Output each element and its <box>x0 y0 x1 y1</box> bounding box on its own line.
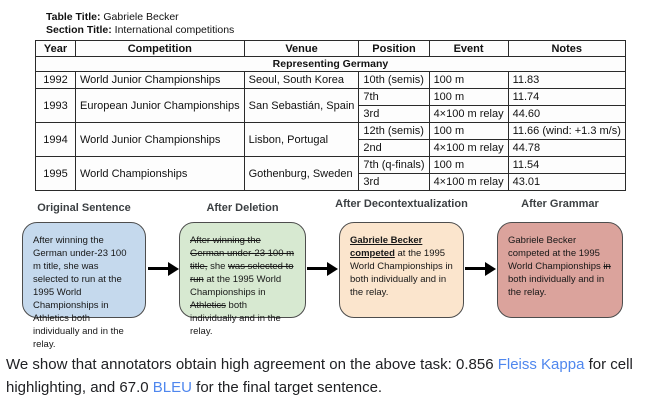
table-row-highlighted: 1995 World Championships Gothenburg, Swe… <box>35 156 626 191</box>
table-row-highlighted: 3rd 4×100 m relay 43.01 <box>36 173 626 191</box>
section-title-value: International competitions <box>114 23 235 36</box>
cell-position: 3rd <box>358 173 430 191</box>
cell-venue: Seoul, South Korea <box>243 71 360 89</box>
cell-event-highlighted: 100 m <box>428 156 509 174</box>
competitions-table: Year Competition Venue Position Event No… <box>35 40 626 191</box>
group-header-cell: Representing Germany <box>35 56 626 72</box>
cell-event: 100 m <box>428 88 509 106</box>
cell-position: 3rd <box>358 105 430 123</box>
table-titles: Table Title: Gabriele Becker Section Tit… <box>46 11 234 36</box>
cell-event: 100 m <box>428 122 509 140</box>
cell-notes: 11.74 <box>507 88 626 106</box>
after-grammar-box: Gabriele Becker competed at the 1995 Wor… <box>497 222 623 318</box>
arrow-right-icon <box>465 261 496 276</box>
cell-position: 2nd <box>358 139 430 157</box>
cell-position: 12th (semis) <box>358 122 430 140</box>
column-header-competition: Competition <box>75 40 245 57</box>
caption-link[interactable]: BLEU <box>152 378 192 396</box>
cell-notes: 43.01 <box>507 173 626 191</box>
text-segment: both individually and in the relay. <box>508 274 605 298</box>
cell-position: 10th (semis) <box>358 71 430 89</box>
arrow-right-icon <box>148 261 179 276</box>
stage-label: After Deletion <box>206 202 279 214</box>
text-segment: at the 1995 World Championships in both … <box>350 248 453 298</box>
column-header-position: Position <box>358 40 430 57</box>
cell-venue: San Sebastián, Spain <box>243 88 360 123</box>
text-segment: Gabriele Becker competed <box>350 235 423 259</box>
cell-competition-highlighted: World Championships <box>75 156 245 191</box>
cell-competition: World Junior Championships <box>75 122 245 157</box>
table-row: 2nd 4×100 m relay 44.78 <box>36 139 626 157</box>
column-header-notes: Notes <box>507 40 626 57</box>
cell-event: 100 m <box>428 71 509 89</box>
arrow-right-icon <box>307 261 338 276</box>
cell-venue: Gothenburg, Sweden <box>243 156 360 191</box>
cell-competition: World Junior Championships <box>75 71 245 89</box>
text-segment: was selected to run <box>190 261 294 285</box>
column-header-event: Event <box>428 40 509 57</box>
text-segment: she <box>207 261 229 272</box>
table-title-line: Table Title: Gabriele Becker <box>46 11 234 24</box>
text-segment: for the final target sentence. <box>191 378 383 396</box>
cell-year: 1992 <box>35 71 76 89</box>
cell-year: 1994 <box>35 122 76 157</box>
text-segment: Gabriele Becker competed at the 1995 Wor… <box>508 235 600 272</box>
table-header-row: Year Competition Venue Position Event No… <box>35 40 626 57</box>
after-decontextualization-box: Gabriele Becker competed at the 1995 Wor… <box>339 222 464 318</box>
text-segment: After winning the German under-23 100 m … <box>33 235 127 350</box>
table-row: 1992 World Junior Championships Seoul, S… <box>35 71 626 89</box>
cell-event-highlighted: 4×100 m relay <box>428 173 509 191</box>
cell-event: 4×100 m relay <box>428 105 509 123</box>
column-header-year: Year <box>35 40 76 57</box>
table-row: 1993 European Junior Championships San S… <box>35 88 626 123</box>
text-segment: Athletics <box>190 300 226 311</box>
text-segment: in <box>603 261 611 272</box>
cell-position: 7th <box>358 88 430 106</box>
cell-notes: 44.60 <box>507 105 626 123</box>
table-row: 1994 World Junior Championships Lisbon, … <box>35 122 626 157</box>
text-segment: After winning the German under-23 100 m … <box>190 235 295 272</box>
cell-notes: 11.54 <box>507 156 626 174</box>
cell-year-highlighted: 1995 <box>35 156 76 191</box>
text-segment: Championships <box>535 261 604 272</box>
stage-label: After Grammar <box>521 198 599 210</box>
cell-venue: Lisbon, Portugal <box>243 122 360 157</box>
section-title-line: Section Title: International competition… <box>46 24 234 37</box>
caption-link[interactable]: Fleiss Kappa <box>497 356 585 373</box>
text-segment: We show that annotators obtain high agre… <box>6 356 498 373</box>
original-sentence-box: After winning the German under-23 100 m … <box>22 222 146 350</box>
cell-notes: 44.78 <box>507 139 626 157</box>
cell-competition: European Junior Championships <box>75 88 245 123</box>
table-row: 3rd 4×100 m relay 44.60 <box>36 105 626 123</box>
figure-caption: We show that annotators obtain high agre… <box>6 354 646 399</box>
stage-label: Original Sentence <box>37 202 131 214</box>
table-title-value: Gabriele Becker <box>103 11 179 23</box>
text-segment: for cell highlighting, and 67.0 <box>6 356 633 396</box>
group-header-row: Representing Germany <box>35 56 626 72</box>
cell-position: 7th (q-finals) <box>358 156 430 174</box>
cell-notes: 11.83 <box>507 71 626 89</box>
cell-notes: 11.66 (wind: +1.3 m/s) <box>507 122 626 140</box>
column-header-venue: Venue <box>243 40 360 57</box>
cell-year: 1993 <box>35 88 76 123</box>
after-deletion-box: After winning the German under-23 100 m … <box>179 222 306 337</box>
table-title-label: Table Title: <box>46 11 101 23</box>
text-segment: at the 1995 World Championships in <box>190 274 282 298</box>
stage-label: After Decontextualization <box>335 198 468 210</box>
text-segment: both individually and in the relay. <box>190 300 281 337</box>
section-title-label: Section Title: <box>46 23 112 36</box>
cell-event: 4×100 m relay <box>428 139 509 157</box>
